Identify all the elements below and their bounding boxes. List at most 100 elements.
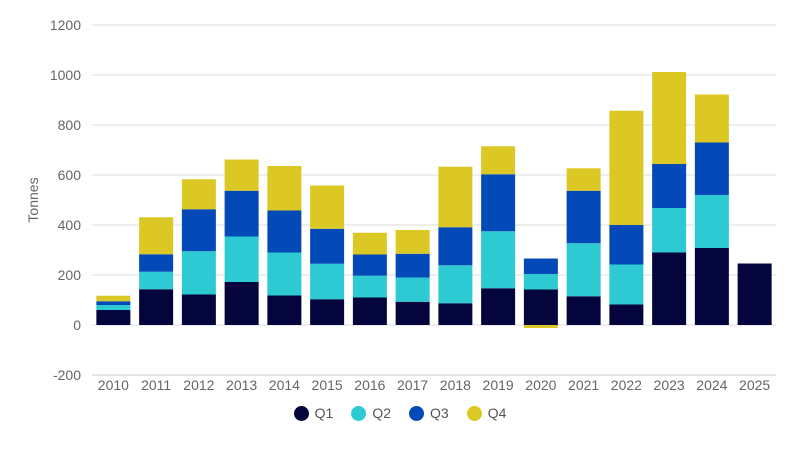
bar-q2-2022[interactable]: [609, 264, 644, 305]
bar-q3-2019[interactable]: [481, 174, 516, 232]
bar-q3-2023[interactable]: [652, 164, 687, 208]
bar-q2-2021[interactable]: [566, 243, 601, 297]
bar-q3-2024[interactable]: [694, 142, 729, 196]
y-tick-label: 200: [58, 267, 82, 283]
x-tick-label: 2015: [312, 377, 343, 393]
bar-q1-2023[interactable]: [652, 252, 687, 326]
legend-label: Q1: [314, 405, 334, 421]
legend-label: Q4: [487, 405, 507, 421]
bar-q3-2016[interactable]: [352, 254, 387, 276]
x-tick-label: 2020: [525, 377, 556, 393]
bar-q4-2019[interactable]: [481, 146, 516, 175]
bar-q1-2014[interactable]: [267, 295, 302, 326]
legend-swatch: [409, 405, 424, 421]
bar-q1-2025[interactable]: [737, 263, 772, 326]
legend: Q1 Q2 Q3 Q4: [0, 405, 800, 421]
bar-q4-2022[interactable]: [609, 110, 644, 225]
bar-q4-2016[interactable]: [352, 232, 387, 255]
y-axis-title: Tonnes: [25, 177, 41, 222]
bar-q2-2014[interactable]: [267, 252, 302, 296]
bar-q1-2018[interactable]: [438, 303, 473, 325]
bar-q2-2013[interactable]: [224, 236, 259, 283]
legend-item-q4[interactable]: Q4: [466, 405, 507, 421]
bar-q2-2018[interactable]: [438, 265, 473, 304]
bar-q3-2021[interactable]: [566, 190, 601, 244]
bar-q1-2013[interactable]: [224, 282, 259, 325]
bar-q1-2024[interactable]: [694, 248, 729, 325]
legend-swatch: [351, 405, 367, 421]
bar-q3-2015[interactable]: [310, 228, 345, 264]
legend-item-q3[interactable]: Q3: [409, 405, 449, 421]
bar-q3-2017[interactable]: [395, 253, 430, 278]
bar-q1-2015[interactable]: [310, 299, 345, 325]
bar-q2-2011[interactable]: [139, 271, 174, 290]
bar-q4-2010[interactable]: [96, 295, 131, 302]
bar-q4-2013[interactable]: [224, 159, 259, 191]
x-tick-label: 2018: [440, 377, 471, 393]
bar-q4-2020[interactable]: [523, 325, 558, 328]
bar-q2-2015[interactable]: [310, 263, 345, 300]
bar-q3-2010[interactable]: [96, 301, 131, 305]
bar-q1-2011[interactable]: [139, 289, 174, 325]
legend-label: Q2: [372, 405, 391, 421]
bar-q4-2015[interactable]: [310, 185, 345, 229]
bar-q2-2020[interactable]: [523, 274, 558, 290]
bar-q2-2019[interactable]: [481, 231, 516, 289]
y-tick-label: 800: [58, 117, 82, 133]
bar-q4-2017[interactable]: [395, 230, 430, 254]
bar-q3-2022[interactable]: [609, 225, 644, 265]
bar-q1-2017[interactable]: [395, 301, 430, 325]
bar-q2-2024[interactable]: [694, 195, 729, 248]
legend-label: Q3: [430, 405, 449, 421]
legend-item-q2[interactable]: Q2: [351, 405, 391, 421]
bar-q3-2014[interactable]: [267, 210, 302, 253]
legend-item-q1[interactable]: Q1: [293, 405, 334, 421]
bar-q4-2014[interactable]: [267, 166, 302, 211]
bar-q3-2011[interactable]: [139, 254, 174, 272]
legend-swatch: [293, 405, 309, 421]
x-tick-label: 2023: [654, 377, 685, 393]
axes: -200 0 200 400 600 800 1000 1200 2010 2011 2012 201…: [50, 17, 771, 393]
bar-q4-2018[interactable]: [438, 166, 473, 228]
x-tick-label: 2011: [141, 377, 171, 393]
y-tick-label: -200: [53, 367, 81, 383]
bar-q4-2024[interactable]: [694, 94, 729, 143]
bar-q2-2023[interactable]: [652, 208, 687, 253]
bar-q1-2022[interactable]: [609, 304, 644, 326]
x-tick-label: 2010: [98, 377, 129, 393]
bars: [96, 72, 772, 328]
bar-q1-2016[interactable]: [352, 297, 387, 326]
x-tick-label: 2022: [611, 377, 642, 393]
x-tick-label: 2019: [483, 377, 514, 393]
bar-q1-2020[interactable]: [523, 289, 558, 326]
bar-q2-2017[interactable]: [395, 277, 430, 302]
y-tick-label: 1200: [50, 17, 81, 33]
bar-q3-2020[interactable]: [523, 258, 558, 275]
bar-q1-2010[interactable]: [96, 310, 131, 325]
bar-q3-2012[interactable]: [181, 209, 216, 252]
bar-q1-2019[interactable]: [481, 288, 516, 325]
bar-q4-2011[interactable]: [139, 217, 174, 255]
bar-q4-2012[interactable]: [181, 179, 216, 210]
bar-q4-2021[interactable]: [566, 168, 601, 191]
x-tick-label: 2016: [354, 377, 385, 393]
y-tick-label: 400: [58, 217, 82, 233]
legend-swatch: [466, 405, 482, 421]
bar-q2-2012[interactable]: [181, 251, 216, 295]
bar-q3-2013[interactable]: [224, 190, 259, 237]
x-tick-label: 2017: [397, 377, 428, 393]
x-tick-label: 2021: [568, 377, 599, 393]
bar-q1-2012[interactable]: [181, 294, 216, 326]
bar-q1-2021[interactable]: [566, 296, 601, 325]
bar-q2-2016[interactable]: [352, 275, 387, 298]
bar-q2-2010[interactable]: [96, 305, 131, 310]
bar-q4-2023[interactable]: [652, 72, 687, 164]
x-tick-label: 2024: [696, 377, 727, 393]
y-tick-label: 0: [73, 317, 81, 333]
x-tick-label: 2012: [183, 377, 214, 393]
bar-q3-2018[interactable]: [438, 227, 473, 266]
x-tick-label: 2025: [739, 377, 770, 393]
y-tick-label: 600: [58, 167, 82, 183]
